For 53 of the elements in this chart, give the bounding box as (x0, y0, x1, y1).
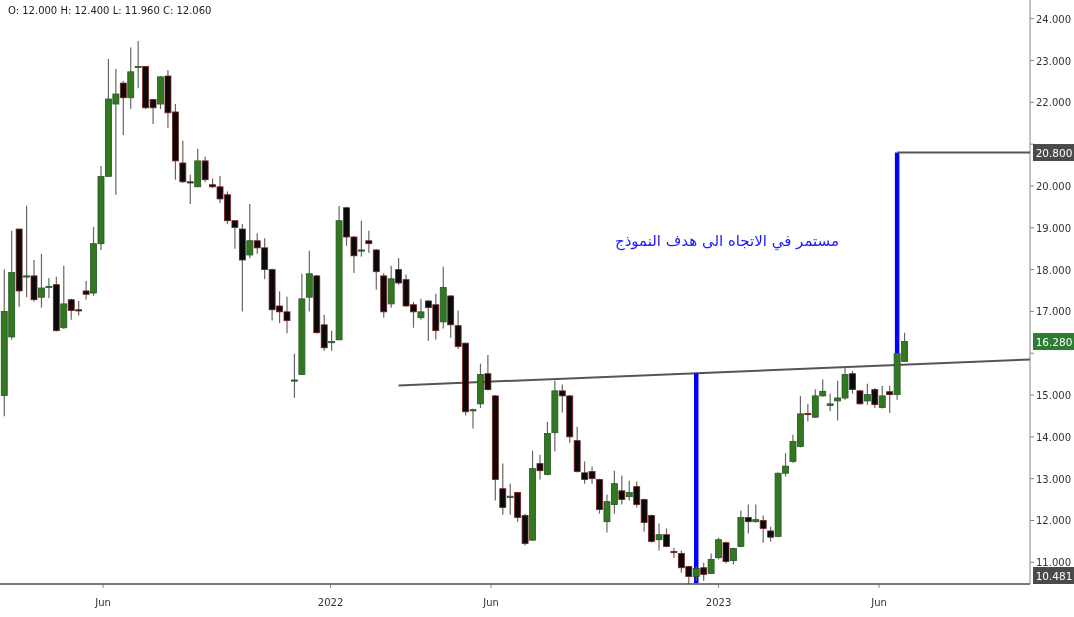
x-tick-label: Jun (870, 597, 887, 608)
candlestick (246, 203, 254, 259)
candlestick (30, 259, 38, 302)
candlestick (291, 353, 298, 399)
annotation: مستمر في الاتجاه الى هدف النموذج (614, 232, 840, 251)
candlestick (60, 265, 68, 330)
y-tick-label: 13.000 (1036, 473, 1071, 485)
candlestick (372, 248, 380, 291)
y-tick-label: 15.000 (1036, 390, 1071, 402)
candlestick (23, 205, 30, 298)
candlestick (715, 537, 722, 560)
candlestick (119, 80, 127, 136)
y-tick-label: 22.000 (1036, 97, 1071, 109)
candlestick (625, 480, 633, 502)
candlestick (365, 230, 373, 254)
x-tick-label: 2023 (705, 597, 732, 608)
y-tick-label: 24.000 (1036, 13, 1071, 25)
candlestick (305, 250, 313, 313)
y-tick-label: 20.000 (1036, 180, 1071, 192)
x-tick-label: Jun (94, 597, 111, 608)
y-tick-label: 18.000 (1036, 264, 1071, 276)
candlestick (707, 552, 715, 575)
ref-line-label: 10.481 (1035, 569, 1073, 582)
y-tick-label: 17.000 (1036, 306, 1071, 318)
candlestick (499, 463, 507, 516)
y-tick-label: 14.000 (1036, 431, 1071, 443)
candlestick (201, 156, 209, 183)
candlestick (484, 354, 492, 392)
candlestick (618, 475, 626, 506)
candlestick (328, 330, 336, 352)
candlestick (655, 522, 663, 552)
candlestick (417, 298, 425, 321)
candlestick (759, 514, 767, 544)
candlestick (358, 220, 365, 258)
candlestick (744, 504, 752, 535)
y-tick-label: 19.000 (1036, 222, 1071, 234)
y-tick-label: 12.000 (1036, 515, 1071, 527)
x-tick-label: 2022 (317, 597, 344, 608)
y-tick-label: 23.000 (1036, 55, 1071, 67)
candlestick (863, 383, 871, 406)
candlestick (134, 40, 142, 89)
annotation: 20.800 (1035, 146, 1073, 159)
y-tick-label: 11.000 (1036, 557, 1071, 569)
text: 16.280 (1035, 335, 1073, 348)
x-tick-label: Jun (482, 597, 499, 608)
candlestick (886, 385, 894, 414)
candlestick (849, 370, 856, 395)
candlestick (506, 483, 514, 516)
candlestick (871, 387, 879, 409)
candlestick (536, 454, 544, 481)
annotation: O: 12.000 H: 12.400 L: 11.960 C: 12.060 (8, 5, 212, 16)
candlestick (670, 547, 678, 559)
candlestick (82, 280, 90, 301)
